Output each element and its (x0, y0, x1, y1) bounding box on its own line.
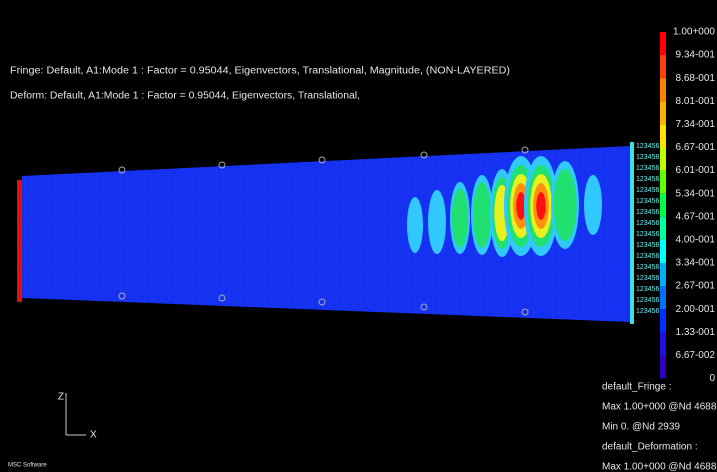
constraint-label: 123456 (636, 187, 659, 194)
constraint-label: 123456 (636, 176, 659, 183)
legend-label: 1.00+000 (673, 27, 715, 38)
constraint-label: 123456 (636, 154, 659, 161)
legend-swatch (660, 263, 666, 286)
legend-swatch (660, 55, 666, 78)
legend-swatch (660, 171, 666, 194)
legend-swatch (660, 78, 666, 101)
constraint-label: 123456 (636, 220, 659, 227)
legend-label: 7.34-001 (676, 119, 716, 130)
legend-swatch (660, 217, 666, 240)
constraint-label: 123456 (636, 264, 659, 271)
fringe-contour (536, 192, 546, 220)
legend-swatch (660, 286, 666, 309)
fringe-contour (452, 188, 468, 247)
legend-label: 2.67-001 (676, 281, 716, 292)
fringe-contour (584, 175, 602, 235)
constraint-label: 123456 (636, 253, 659, 260)
legend-label: 0 (709, 373, 715, 384)
legend-label: 4.00-001 (676, 235, 716, 246)
legend-label: 9.34-001 (676, 50, 716, 61)
legend-color-bar (660, 32, 666, 379)
legend-swatch (660, 309, 666, 332)
fringe-contour (428, 190, 446, 254)
viewport: Fringe: Default, A1:Mode 1 : Factor = 0.… (0, 0, 717, 472)
right-constraint (630, 142, 634, 324)
legend-swatch (660, 124, 666, 147)
fringe-contour (473, 182, 491, 248)
fringe-contour (554, 169, 577, 241)
constraint-label: 123456 (636, 275, 659, 282)
axis-z-label: Z (58, 392, 64, 403)
constraint-label: 123456 (636, 209, 659, 216)
fringe-title: Fringe: Default, A1:Mode 1 : Factor = 0.… (10, 66, 510, 77)
legend-label: 8.68-001 (676, 73, 716, 84)
constraint-label: 123456 (636, 198, 659, 205)
legend-swatch (660, 194, 666, 217)
result-info: Min 0. @Nd 2939 (602, 422, 680, 433)
legend-label: 8.01-001 (676, 96, 716, 107)
legend-label: 2.00-001 (676, 304, 716, 315)
legend-label: 6.01-001 (676, 165, 716, 176)
legend-swatch (660, 240, 666, 263)
legend-swatch (660, 355, 666, 378)
fringe-contour (407, 197, 423, 253)
deform-title: Deform: Default, A1:Mode 1 : Factor = 0.… (10, 91, 360, 102)
constraint-label: 123456 (636, 286, 659, 293)
legend-label: 4.67-001 (676, 211, 716, 222)
constraint-label: 123456 (636, 297, 659, 304)
constraint-label: 123456 (636, 231, 659, 238)
legend-swatch (660, 148, 666, 171)
constraint-label: 123456 (636, 143, 659, 150)
axis-x-label: X (90, 430, 97, 441)
constraint-label: 123456 (636, 308, 659, 315)
legend-label: 6.67-001 (676, 142, 716, 153)
result-info: default_Fringe : (602, 382, 672, 393)
constraint-label: 123456 (636, 165, 659, 172)
left-constraint (17, 180, 22, 302)
result-info: Max 1.00+000 @Nd 4688 (602, 402, 717, 413)
legend-swatch (660, 32, 666, 55)
logo: MSC Software (8, 463, 47, 469)
legend-label: 5.34-001 (676, 188, 716, 199)
legend-label: 6.67-002 (676, 350, 716, 361)
legend-swatch (660, 332, 666, 355)
constraint-label: 123456 (636, 242, 659, 249)
result-info: default_Deformation : (602, 442, 698, 453)
legend-label: 1.33-001 (676, 327, 716, 338)
legend-label: 3.34-001 (676, 258, 716, 269)
legend-swatch (660, 101, 666, 124)
result-info: Max 1.00+000 @Nd 4688 (602, 462, 717, 472)
